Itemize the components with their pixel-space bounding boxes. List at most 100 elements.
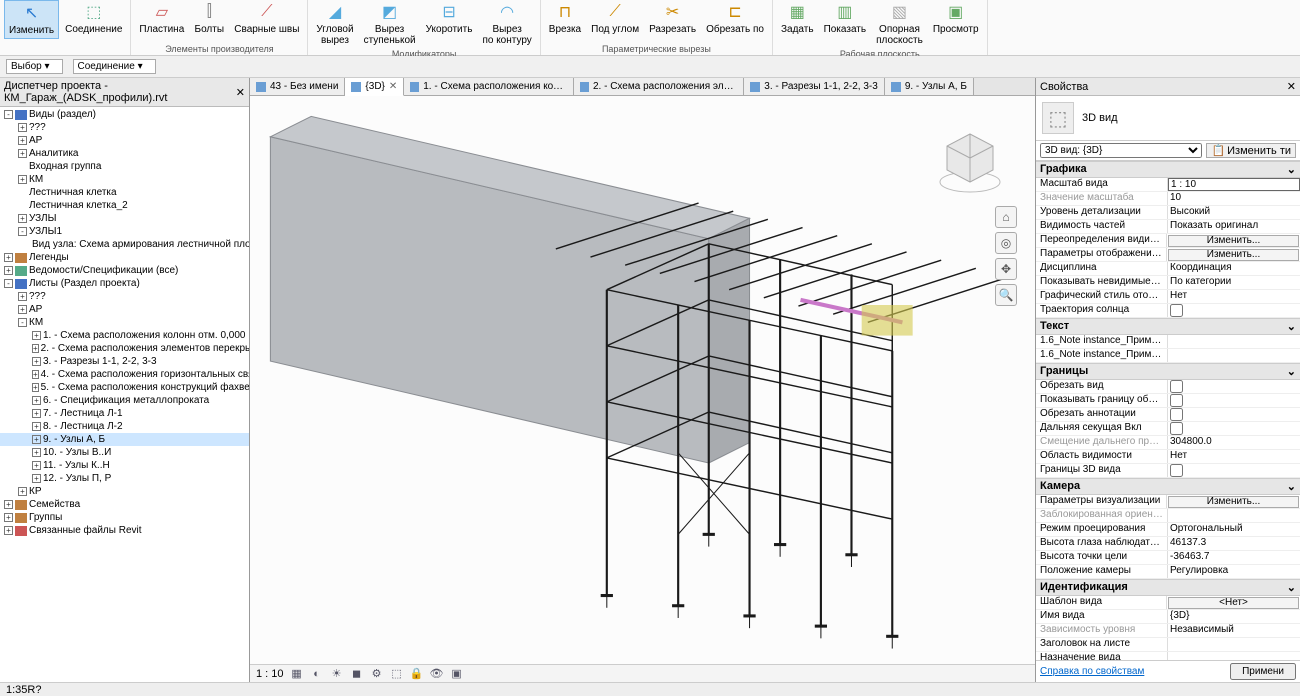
prop-row[interactable]: Обрезать вид bbox=[1036, 380, 1300, 394]
tree-item[interactable]: +АР bbox=[0, 134, 249, 147]
tree-item[interactable]: -КМ bbox=[0, 316, 249, 329]
ribbon-Врезка[interactable]: ⊓Врезка bbox=[545, 0, 585, 37]
crop-icon[interactable]: ⬚ bbox=[390, 667, 404, 681]
props-instance-select[interactable]: 3D вид: {3D} bbox=[1040, 143, 1202, 158]
prop-row[interactable]: Положение камерыРегулировка bbox=[1036, 565, 1300, 579]
prop-row[interactable]: Значение масштаба10 bbox=[1036, 192, 1300, 206]
ribbon-Изменить[interactable]: ↖Изменить bbox=[4, 0, 59, 39]
prop-row[interactable]: ДисциплинаКоординация bbox=[1036, 262, 1300, 276]
view-tab[interactable]: 3. - Разрезы 1-1, 2-2, 3-3 bbox=[744, 78, 885, 95]
tree-item[interactable]: +Семейства bbox=[0, 498, 249, 511]
tree-item[interactable]: +Легенды bbox=[0, 251, 249, 264]
nav-home-icon[interactable]: ⌂ bbox=[995, 206, 1017, 228]
prop-row[interactable]: Заголовок на листе bbox=[1036, 638, 1300, 652]
prop-row[interactable]: Область видимостиНет bbox=[1036, 450, 1300, 464]
prop-row[interactable]: Уровень детализацииВысокий bbox=[1036, 206, 1300, 220]
visual-style-icon[interactable]: ◐ bbox=[310, 667, 324, 681]
prop-row[interactable]: Смещение дальнего предела ...304800.0 bbox=[1036, 436, 1300, 450]
prop-row[interactable]: Показывать невидимые линииПо категории bbox=[1036, 276, 1300, 290]
ribbon-Опорная[interactable]: ▧Опорнаяплоскость bbox=[872, 0, 927, 48]
prop-row[interactable]: Имя вида{3D} bbox=[1036, 610, 1300, 624]
ribbon-Болты[interactable]: ⫿Болты bbox=[190, 0, 228, 37]
prop-row[interactable]: Переопределения видимости/...Изменить... bbox=[1036, 234, 1300, 248]
ribbon-Задать[interactable]: ▦Задать bbox=[777, 0, 818, 37]
select-combo[interactable]: Выбор ▾ bbox=[6, 59, 63, 74]
sun-path-icon[interactable]: ☀ bbox=[330, 667, 344, 681]
tree-item[interactable]: +Группы bbox=[0, 511, 249, 524]
properties-grid[interactable]: Графика⌄Масштаб вида1 : 10Значение масшт… bbox=[1036, 161, 1300, 660]
tree-item[interactable]: +??? bbox=[0, 290, 249, 303]
tree-item[interactable]: +5. - Схема расположения конструкций фах… bbox=[0, 381, 249, 394]
prop-row[interactable]: Границы 3D вида bbox=[1036, 464, 1300, 478]
prop-row[interactable]: Зависимость уровняНезависимый bbox=[1036, 624, 1300, 638]
tree-item[interactable]: Вид узла: Схема армирования лестничной п… bbox=[0, 238, 249, 251]
prop-group[interactable]: Идентификация⌄ bbox=[1036, 579, 1300, 596]
prop-row[interactable]: Обрезать аннотации bbox=[1036, 408, 1300, 422]
lock-icon[interactable]: 🔒 bbox=[410, 667, 424, 681]
ribbon-Угловой[interactable]: ◢Угловойвырез bbox=[312, 0, 357, 48]
prop-row[interactable]: Заблокированная ориентация bbox=[1036, 509, 1300, 523]
ribbon-Пластина[interactable]: ▱Пластина bbox=[135, 0, 188, 37]
ribbon-Обрезать по[interactable]: ⊏Обрезать по bbox=[702, 0, 768, 37]
ribbon-Просмотр[interactable]: ▣Просмотр bbox=[929, 0, 983, 37]
tree-item[interactable]: +КР bbox=[0, 485, 249, 498]
ribbon-Разрезать[interactable]: ✂Разрезать bbox=[645, 0, 700, 37]
prop-row[interactable]: Режим проецированияОртогональный bbox=[1036, 523, 1300, 537]
project-tree[interactable]: -Виды (раздел)+???+АР+АналитикаВходная г… bbox=[0, 107, 249, 682]
prop-row[interactable]: Высота глаза наблюдателя46137.3 bbox=[1036, 537, 1300, 551]
props-help-link[interactable]: Справка по свойствам bbox=[1040, 666, 1144, 677]
viewcube[interactable] bbox=[935, 126, 1005, 196]
ribbon-Показать[interactable]: ▥Показать bbox=[820, 0, 871, 37]
prop-row[interactable]: Масштаб вида1 : 10 bbox=[1036, 178, 1300, 192]
apply-button[interactable]: Примени bbox=[1230, 663, 1296, 680]
prop-row[interactable]: 1.6_Note instance_Примечание... bbox=[1036, 349, 1300, 363]
tree-item[interactable]: -УЗЛЫ1 bbox=[0, 225, 249, 238]
tree-item[interactable]: +2. - Схема расположения элементов перек… bbox=[0, 342, 249, 355]
ribbon-Сварные швы[interactable]: ⟋Сварные швы bbox=[230, 0, 303, 37]
tree-item[interactable]: -Виды (раздел) bbox=[0, 108, 249, 121]
prop-group[interactable]: Камера⌄ bbox=[1036, 478, 1300, 495]
tree-item[interactable]: +Ведомости/Спецификации (все) bbox=[0, 264, 249, 277]
ribbon-Вырез[interactable]: ◩Вырезступенькой bbox=[360, 0, 420, 48]
tree-item[interactable]: +АР bbox=[0, 303, 249, 316]
close-icon[interactable]: ✕ bbox=[1287, 80, 1296, 93]
tree-item[interactable]: +12. - Узлы П, Р bbox=[0, 472, 249, 485]
temp-hide-icon[interactable]: 👁 bbox=[430, 667, 444, 681]
scale-label[interactable]: 1 : 10 bbox=[256, 668, 284, 680]
tree-item[interactable]: +9. - Узлы А, Б bbox=[0, 433, 249, 446]
nav-wheel-icon[interactable]: ◎ bbox=[995, 232, 1017, 254]
tree-item[interactable]: +УЗЛЫ bbox=[0, 212, 249, 225]
prop-group[interactable]: Текст⌄ bbox=[1036, 318, 1300, 335]
ribbon-Под углом[interactable]: ⟋Под углом bbox=[587, 0, 643, 37]
view-tab[interactable]: 9. - Узлы А, Б bbox=[885, 78, 974, 95]
tree-item[interactable]: +8. - Лестница Л-2 bbox=[0, 420, 249, 433]
prop-row[interactable]: 1.6_Note instance_Примечани... bbox=[1036, 335, 1300, 349]
view-tab[interactable]: 1. - Схема расположения колонн... bbox=[404, 78, 574, 95]
prop-row[interactable]: Параметры визуализацииИзменить... bbox=[1036, 495, 1300, 509]
prop-row[interactable]: Видимость частейПоказать оригинал bbox=[1036, 220, 1300, 234]
tree-item[interactable]: +10. - Узлы В..И bbox=[0, 446, 249, 459]
view-tab[interactable]: {3D}✕ bbox=[345, 78, 404, 96]
tree-item[interactable]: +3. - Разрезы 1-1, 2-2, 3-3 bbox=[0, 355, 249, 368]
canvas-3d[interactable]: ⌂ ◎ ✥ 🔍 bbox=[250, 96, 1035, 664]
reveal-icon[interactable]: ▣ bbox=[450, 667, 464, 681]
prop-row[interactable]: Высота точки цели-36463.7 bbox=[1036, 551, 1300, 565]
prop-row[interactable]: Траектория солнца bbox=[1036, 304, 1300, 318]
prop-group[interactable]: Графика⌄ bbox=[1036, 161, 1300, 178]
prop-row[interactable]: Параметры отображения гра...Изменить... bbox=[1036, 248, 1300, 262]
prop-row[interactable]: Дальняя секущая Вкл bbox=[1036, 422, 1300, 436]
tree-item[interactable]: +КМ bbox=[0, 173, 249, 186]
tree-item[interactable]: +??? bbox=[0, 121, 249, 134]
close-icon[interactable]: ✕ bbox=[236, 86, 245, 99]
tree-item[interactable]: +1. - Схема расположения колонн отм. 0,0… bbox=[0, 329, 249, 342]
tree-item[interactable]: +4. - Схема расположения горизонтальных … bbox=[0, 368, 249, 381]
tree-item[interactable]: Лестничная клетка_2 bbox=[0, 199, 249, 212]
detail-level-icon[interactable]: ▦ bbox=[290, 667, 304, 681]
tree-item[interactable]: Входная группа bbox=[0, 160, 249, 173]
view-tab[interactable]: 43 - Без имени bbox=[250, 78, 345, 95]
ribbon-Укоротить[interactable]: ⊟Укоротить bbox=[422, 0, 477, 37]
prop-row[interactable]: Шаблон вида<Нет> bbox=[1036, 596, 1300, 610]
tree-item[interactable]: +6. - Спецификация металлопроката bbox=[0, 394, 249, 407]
nav-pan-icon[interactable]: ✥ bbox=[995, 258, 1017, 280]
prop-row[interactable]: Показывать границу обрезки bbox=[1036, 394, 1300, 408]
